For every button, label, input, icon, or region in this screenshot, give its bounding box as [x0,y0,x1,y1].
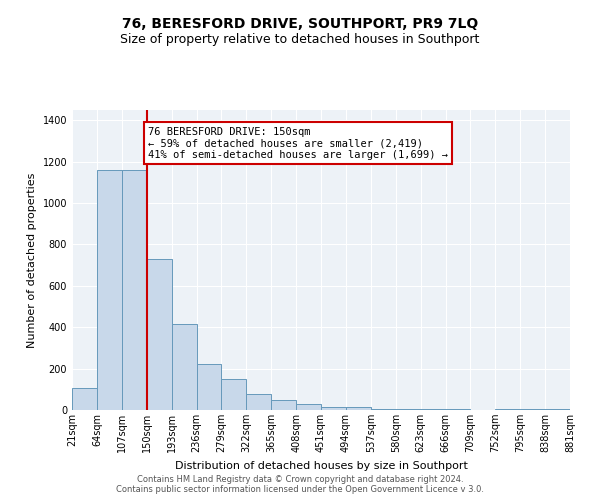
Bar [545,409,570,410]
Bar [496,409,520,410]
Text: 76, BERESFORD DRIVE, SOUTHPORT, PR9 7LQ: 76, BERESFORD DRIVE, SOUTHPORT, PR9 7LQ [122,18,478,32]
Bar [321,407,346,410]
Bar [172,324,197,410]
Bar [346,407,371,410]
Bar [122,170,147,410]
Text: Size of property relative to detached houses in Southport: Size of property relative to detached ho… [121,32,479,46]
Bar [296,404,321,410]
Bar [247,394,271,410]
Bar [197,364,221,410]
Bar [520,409,545,410]
Bar [221,379,247,410]
Bar [421,409,445,410]
X-axis label: Distribution of detached houses by size in Southport: Distribution of detached houses by size … [175,460,467,470]
Text: Contains HM Land Registry data © Crown copyright and database right 2024.: Contains HM Land Registry data © Crown c… [137,475,463,484]
Bar [271,400,296,410]
Bar [72,388,97,410]
Y-axis label: Number of detached properties: Number of detached properties [27,172,37,348]
Bar [396,409,421,410]
Bar [146,259,172,410]
Bar [371,409,396,410]
Bar [446,409,470,410]
Text: Contains public sector information licensed under the Open Government Licence v : Contains public sector information licen… [116,485,484,494]
Bar [97,170,122,410]
Text: 76 BERESFORD DRIVE: 150sqm
← 59% of detached houses are smaller (2,419)
41% of s: 76 BERESFORD DRIVE: 150sqm ← 59% of deta… [148,126,448,160]
